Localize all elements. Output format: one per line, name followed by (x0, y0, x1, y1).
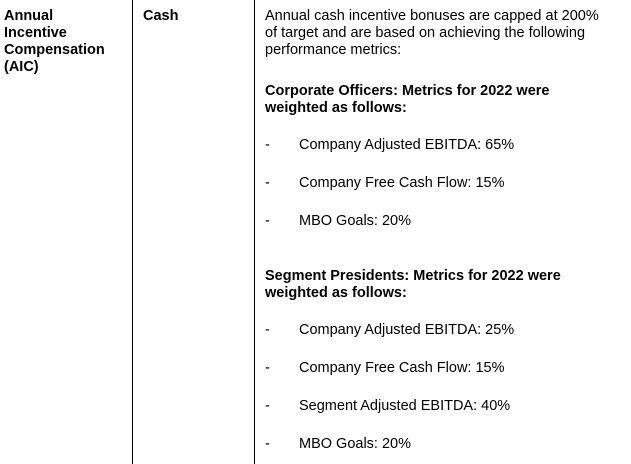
description-cell: Annual cash incentive bonuses are capped… (265, 8, 627, 453)
metric-text: MBO Goals: 20% (299, 436, 412, 452)
dash-bullet: - (265, 137, 270, 153)
metric-item: - Company Free Cash Flow: 15% (265, 175, 627, 192)
group-heading-line: weighted as follows: (265, 285, 407, 301)
component-label-line: (AIC) (4, 59, 39, 75)
group-heading-line: weighted as follows: (265, 100, 407, 116)
metric-item: - Company Adjusted EBITDA: 25% (265, 322, 627, 339)
type-label: Cash (143, 8, 179, 24)
type-cell: Cash (143, 8, 178, 25)
metric-item: - MBO Goals: 20% (265, 436, 627, 453)
group-heading-line: Corporate Officers: Metrics for 2022 wer… (265, 83, 550, 99)
metric-item: - MBO Goals: 20% (265, 213, 627, 230)
metric-item: - Company Free Cash Flow: 15% (265, 360, 627, 377)
metric-item: - Segment Adjusted EBITDA: 40% (265, 398, 627, 415)
group-heading-line: Segment Presidents: Metrics for 2022 wer… (265, 268, 561, 284)
metric-text: Segment Adjusted EBITDA: 40% (299, 398, 511, 414)
dash-bullet: - (265, 213, 270, 229)
dash-bullet: - (265, 398, 270, 414)
intro-line: performance metrics: (265, 42, 402, 58)
component-label-line: Annual (4, 8, 54, 24)
column-divider (132, 0, 133, 464)
dash-bullet: - (265, 360, 270, 376)
component-label-line: Compensation (4, 42, 105, 58)
intro-line: of target and are based on achieving the… (265, 25, 586, 41)
metric-text: Company Adjusted EBITDA: 65% (299, 137, 515, 153)
component-cell: Annual Incentive Compensation (AIC) (4, 8, 128, 76)
dash-bullet: - (265, 322, 270, 338)
intro-paragraph: Annual cash incentive bonuses are capped… (265, 8, 627, 59)
column-divider (254, 0, 255, 464)
dash-bullet: - (265, 436, 270, 452)
metric-text: Company Free Cash Flow: 15% (299, 175, 505, 191)
intro-line: Annual cash incentive bonuses are capped… (265, 8, 599, 24)
group-heading-segment-presidents: Segment Presidents: Metrics for 2022 wer… (265, 268, 627, 302)
metric-text: Company Free Cash Flow: 15% (299, 360, 505, 376)
dash-bullet: - (265, 175, 270, 191)
metric-text: Company Adjusted EBITDA: 25% (299, 322, 515, 338)
group-heading-corporate-officers: Corporate Officers: Metrics for 2022 wer… (265, 83, 627, 117)
component-label-line: Incentive (4, 25, 67, 41)
metric-item: - Company Adjusted EBITDA: 65% (265, 137, 627, 154)
metric-text: MBO Goals: 20% (299, 213, 412, 229)
